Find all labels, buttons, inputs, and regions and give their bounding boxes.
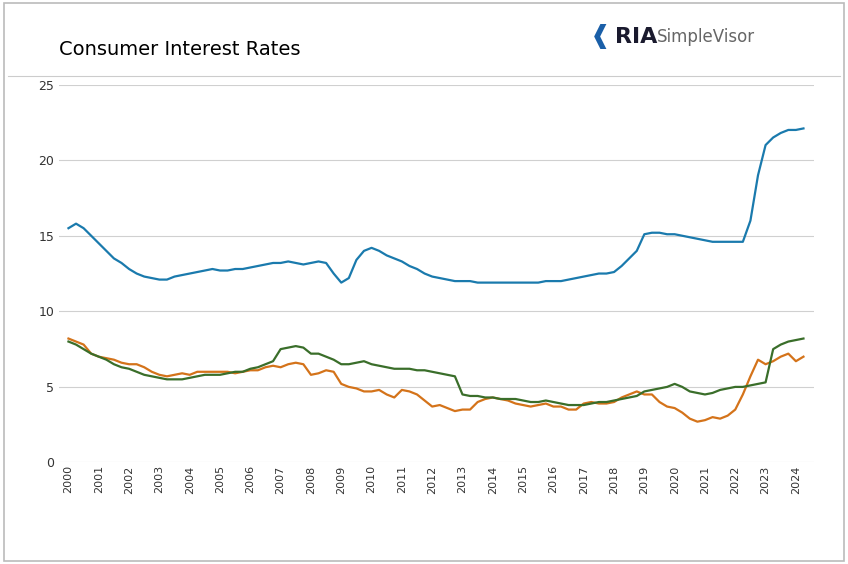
60 month Auto Loans: [798, 335, 808, 342]
Credit Cards: [420, 270, 430, 277]
30yr Mortgage Rate: [526, 403, 536, 410]
Credit Cards: [64, 225, 74, 232]
Credit Cards: [109, 255, 119, 262]
Credit Cards: [798, 125, 808, 132]
30yr Mortgage Rate: [412, 391, 422, 398]
30yr Mortgage Rate: [109, 356, 119, 363]
60 month Auto Loans: [64, 338, 74, 345]
30yr Mortgage Rate: [472, 399, 483, 406]
60 month Auto Loans: [526, 399, 536, 406]
30yr Mortgage Rate: [624, 391, 634, 398]
Text: RIA: RIA: [615, 27, 657, 47]
30yr Mortgage Rate: [692, 418, 702, 425]
Text: SimpleVisor: SimpleVisor: [657, 28, 756, 46]
Line: 60 month Auto Loans: 60 month Auto Loans: [69, 338, 803, 405]
60 month Auto Loans: [109, 361, 119, 368]
Credit Cards: [124, 266, 134, 272]
Credit Cards: [336, 279, 346, 286]
Credit Cards: [480, 279, 490, 286]
Line: Credit Cards: Credit Cards: [69, 129, 803, 283]
60 month Auto Loans: [632, 393, 642, 399]
Text: Consumer Interest Rates: Consumer Interest Rates: [59, 40, 301, 59]
60 month Auto Loans: [412, 367, 422, 374]
60 month Auto Loans: [563, 402, 573, 408]
60 month Auto Loans: [124, 365, 134, 372]
30yr Mortgage Rate: [64, 335, 74, 342]
Line: 30yr Mortgage Rate: 30yr Mortgage Rate: [69, 338, 803, 422]
60 month Auto Loans: [472, 393, 483, 399]
30yr Mortgage Rate: [798, 353, 808, 360]
Text: ❰: ❰: [589, 24, 611, 49]
Credit Cards: [533, 279, 544, 286]
Credit Cards: [632, 248, 642, 254]
30yr Mortgage Rate: [124, 361, 134, 368]
